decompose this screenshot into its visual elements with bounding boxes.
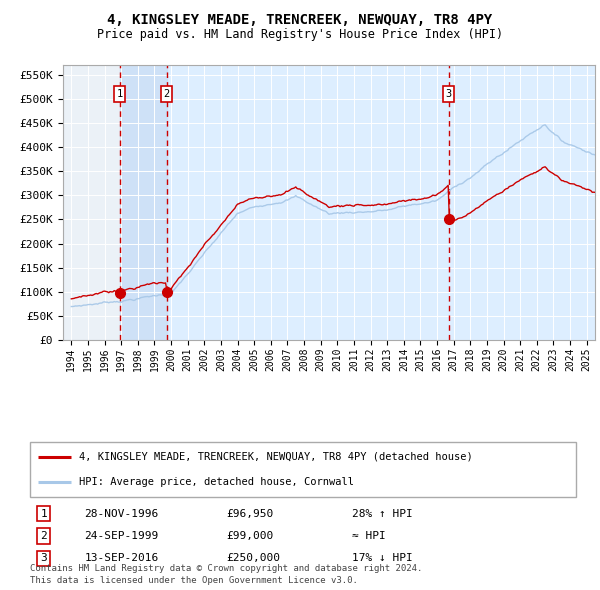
Text: 13-SEP-2016: 13-SEP-2016	[85, 553, 159, 563]
Text: £99,000: £99,000	[227, 531, 274, 541]
Text: 28% ↑ HPI: 28% ↑ HPI	[352, 509, 413, 519]
Bar	[63, 65, 119, 340]
Text: 2: 2	[163, 89, 170, 99]
Text: 1: 1	[116, 89, 123, 99]
Text: 24-SEP-1999: 24-SEP-1999	[85, 531, 159, 541]
Text: 4, KINGSLEY MEADE, TRENCREEK, NEWQUAY, TR8 4PY (detached house): 4, KINGSLEY MEADE, TRENCREEK, NEWQUAY, T…	[79, 452, 473, 462]
Text: 4, KINGSLEY MEADE, TRENCREEK, NEWQUAY, TR8 4PY: 4, KINGSLEY MEADE, TRENCREEK, NEWQUAY, T…	[107, 13, 493, 27]
Text: £96,950: £96,950	[227, 509, 274, 519]
Text: 1: 1	[40, 509, 47, 519]
Text: £250,000: £250,000	[227, 553, 281, 563]
Bar	[119, 65, 167, 340]
Text: HPI: Average price, detached house, Cornwall: HPI: Average price, detached house, Corn…	[79, 477, 354, 487]
Text: 17% ↓ HPI: 17% ↓ HPI	[352, 553, 413, 563]
Text: Price paid vs. HM Land Registry's House Price Index (HPI): Price paid vs. HM Land Registry's House …	[97, 28, 503, 41]
Bar	[63, 65, 119, 340]
Bar	[63, 65, 119, 340]
Text: ≈ HPI: ≈ HPI	[352, 531, 386, 541]
Text: 28-NOV-1996: 28-NOV-1996	[85, 509, 159, 519]
Text: 3: 3	[40, 553, 47, 563]
Text: This data is licensed under the Open Government Licence v3.0.: This data is licensed under the Open Gov…	[30, 576, 358, 585]
Text: Contains HM Land Registry data © Crown copyright and database right 2024.: Contains HM Land Registry data © Crown c…	[30, 565, 422, 573]
Text: 2: 2	[40, 531, 47, 541]
Text: 3: 3	[446, 89, 452, 99]
